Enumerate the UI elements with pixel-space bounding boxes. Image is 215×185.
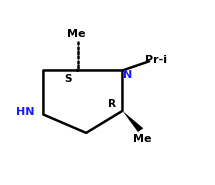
Polygon shape — [123, 111, 143, 132]
Text: Me: Me — [134, 134, 152, 144]
Text: Pr-i: Pr-i — [144, 55, 167, 65]
Text: Me: Me — [67, 29, 86, 39]
Text: N: N — [123, 70, 132, 80]
Text: HN: HN — [16, 107, 35, 117]
Text: S: S — [64, 74, 72, 84]
Text: R: R — [108, 99, 116, 110]
